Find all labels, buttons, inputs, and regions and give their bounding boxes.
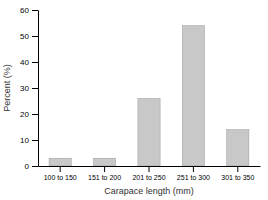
tick-mark — [32, 62, 38, 63]
tick-mark — [32, 166, 38, 167]
tick-label: 60 — [20, 6, 29, 15]
tick-mark — [193, 166, 194, 172]
tick: 151 to 200 — [88, 166, 121, 181]
tick-mark — [32, 114, 38, 115]
bar — [138, 98, 160, 166]
tick-label: 301 to 350 — [221, 174, 254, 181]
x-axis: 100 to 150 151 to 200 201 to 250 251 to 300… — [39, 166, 261, 181]
tick-label: 251 to 300 — [177, 174, 210, 181]
tick-mark — [104, 166, 105, 172]
tick-label: 20 — [20, 110, 29, 119]
tick-label: 201 to 250 — [132, 174, 165, 181]
y-axis: 0 10 20 30 40 50 60 — [20, 6, 38, 171]
tick-label: 10 — [20, 136, 29, 145]
tick: 301 to 350 — [221, 166, 254, 181]
bar — [182, 26, 204, 166]
tick: 0 — [25, 162, 38, 171]
bar — [49, 158, 71, 166]
tick-label: 151 to 200 — [88, 174, 121, 181]
tick-label: 40 — [20, 58, 29, 67]
bars — [49, 26, 249, 166]
bar — [94, 158, 116, 166]
tick: 40 — [20, 58, 38, 67]
tick: 251 to 300 — [177, 166, 210, 181]
tick-label: 0 — [25, 162, 30, 171]
y-axis-title: Percent (%) — [2, 64, 12, 112]
chart: 100 to 150 151 to 200 201 to 250 251 to 300… — [0, 0, 268, 200]
tick: 30 — [20, 84, 38, 93]
tick: 50 — [20, 32, 38, 41]
tick-mark — [237, 166, 238, 172]
x-axis-title: Carapace length (mm) — [104, 186, 194, 196]
tick-label: 50 — [20, 32, 29, 41]
tick-mark — [32, 88, 38, 89]
tick-mark — [32, 140, 38, 141]
tick-mark — [149, 166, 150, 172]
axis-line — [38, 11, 39, 167]
tick: 100 to 150 — [44, 166, 77, 181]
tick: 10 — [20, 136, 38, 145]
tick: 20 — [20, 110, 38, 119]
tick-mark — [60, 166, 61, 172]
tick-mark — [32, 10, 38, 11]
tick-label: 30 — [20, 84, 29, 93]
bar — [227, 130, 249, 166]
tick-mark — [32, 36, 38, 37]
tick: 60 — [20, 6, 38, 15]
plot: 100 to 150 151 to 200 201 to 250 251 to 300… — [20, 6, 260, 181]
tick-label: 100 to 150 — [44, 174, 77, 181]
tick: 201 to 250 — [132, 166, 165, 181]
